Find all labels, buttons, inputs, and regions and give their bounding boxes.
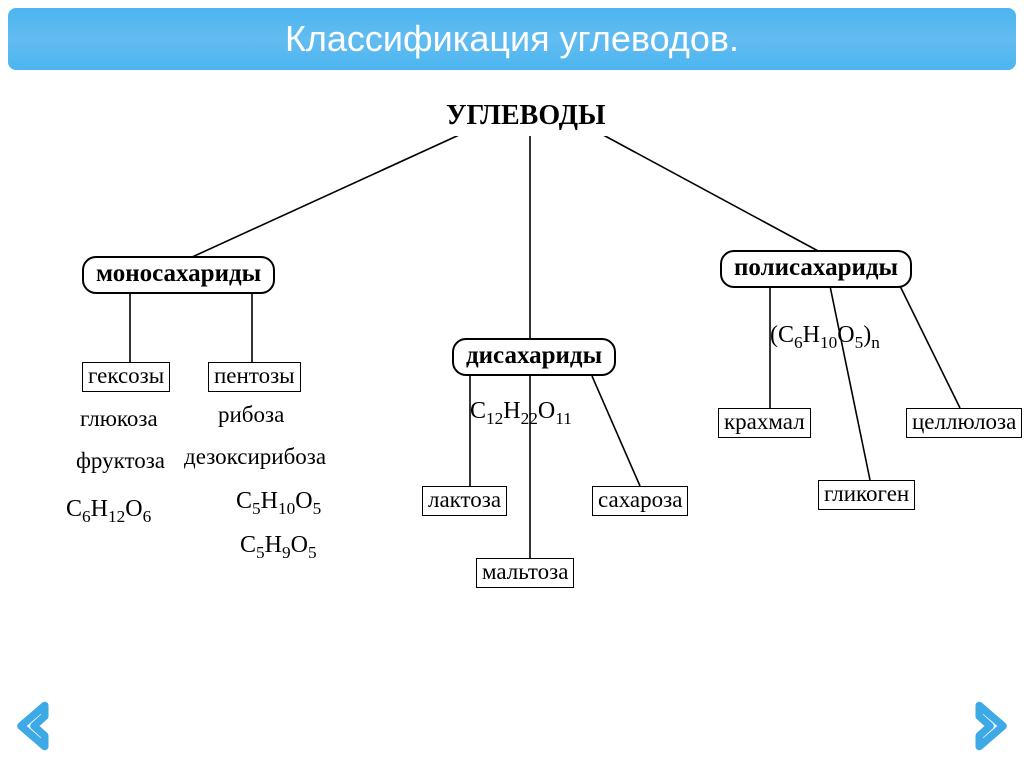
leaf-glycogen: гликоген — [818, 480, 915, 510]
next-slide-button[interactable] — [962, 699, 1016, 753]
slide-title: Классификация углеводов. — [8, 8, 1016, 70]
txt-fructose: фруктоза — [76, 448, 165, 474]
node-disaccharides: дисахариды — [452, 338, 616, 376]
txt-glucose: глюкоза — [80, 406, 158, 432]
leaf-cellulose: целлюлоза — [906, 408, 1022, 438]
prev-slide-button[interactable] — [8, 699, 62, 753]
node-root: УГЛЕВОДЫ — [434, 98, 618, 136]
formula-pentose-2: C5H9O5 — [240, 532, 317, 563]
leaf-pentoses: пентозы — [208, 362, 301, 392]
formula-pentose-1: C5H10O5 — [236, 488, 321, 519]
formula-polysaccharide: (C6H10O5)n — [770, 322, 880, 353]
node-polysaccharides: полисахариды — [720, 250, 912, 288]
leaf-lactose: лактоза — [422, 486, 507, 516]
leaf-maltose: мальтоза — [476, 558, 574, 588]
node-monosaccharides: моносахариды — [82, 256, 275, 294]
formula-disaccharide: C12H22O11 — [470, 398, 572, 429]
txt-ribose: рибоза — [218, 402, 284, 428]
formula-hexose: C6H12O6 — [66, 496, 151, 527]
leaf-sucrose: сахароза — [592, 486, 688, 516]
leaf-starch: крахмал — [718, 408, 811, 438]
diagram-canvas: УГЛЕВОДЫ моносахариды дисахариды полисах… — [0, 80, 1024, 700]
leaf-hexoses: гексозы — [82, 362, 170, 392]
txt-deoxyribose: дезоксирибоза — [184, 444, 326, 470]
